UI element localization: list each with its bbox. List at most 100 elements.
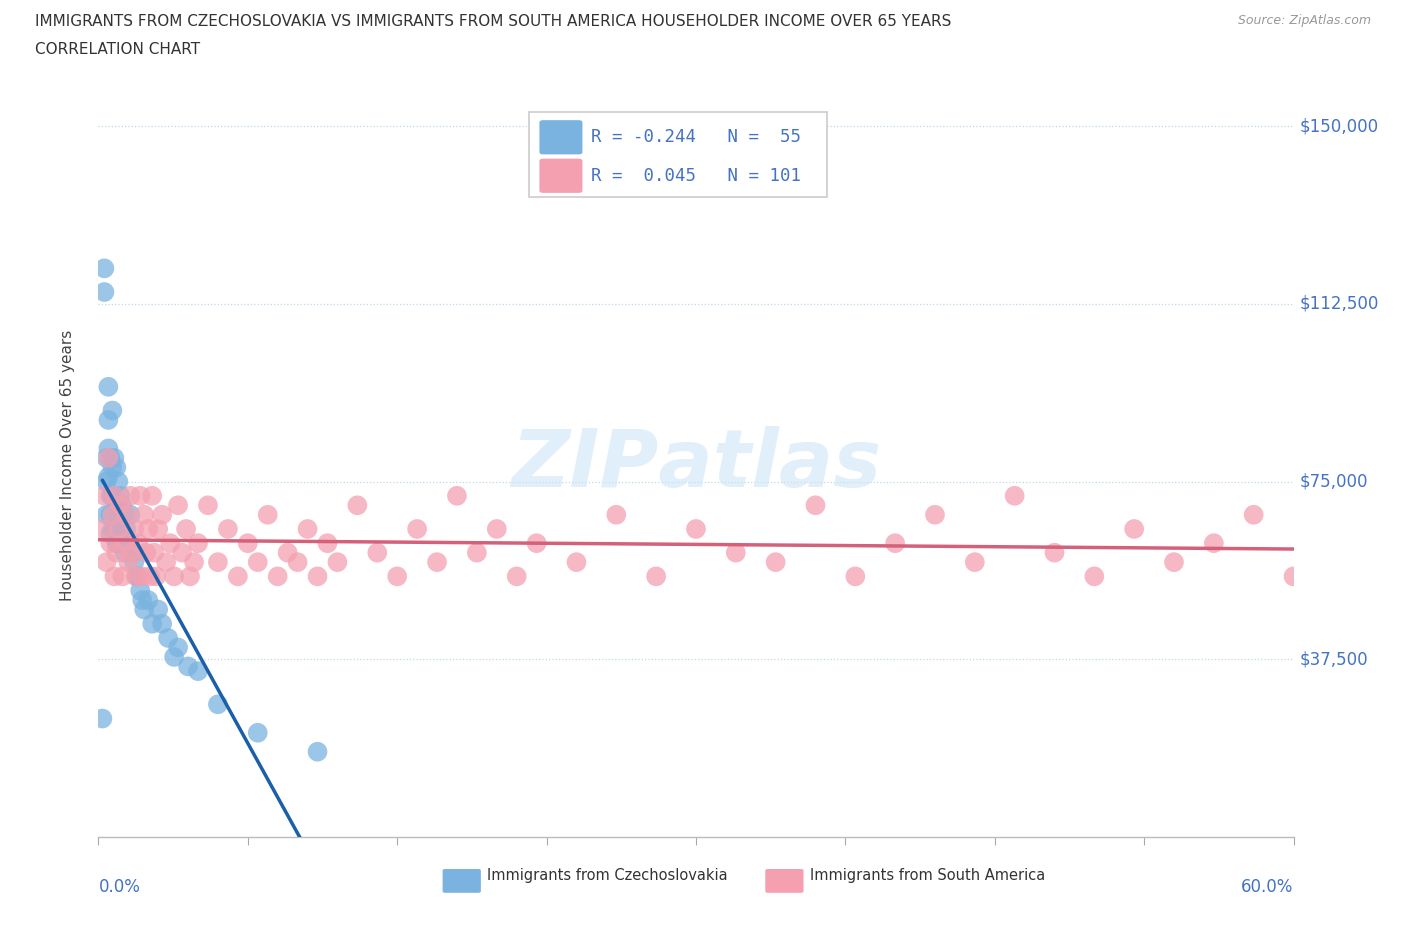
Point — [1004, 488, 1026, 503]
Point — [93, 488, 115, 503]
Point — [101, 460, 124, 475]
Point — [163, 649, 186, 664]
Point — [103, 488, 125, 503]
Point — [167, 498, 190, 512]
Point — [267, 569, 290, 584]
Point — [129, 583, 152, 598]
Point — [246, 554, 269, 569]
Point — [465, 545, 488, 560]
Point — [141, 488, 163, 503]
Point — [506, 569, 529, 584]
Point — [111, 498, 134, 512]
Text: $37,500: $37,500 — [1299, 650, 1368, 669]
Point — [121, 545, 143, 560]
FancyBboxPatch shape — [765, 869, 804, 893]
Point — [112, 545, 135, 560]
Point — [125, 569, 148, 584]
Point — [112, 536, 135, 551]
Point — [277, 545, 299, 560]
Point — [963, 554, 986, 569]
Point — [103, 569, 125, 584]
Point — [446, 488, 468, 503]
Point — [101, 403, 124, 418]
Point — [844, 569, 866, 584]
Point — [121, 545, 143, 560]
Point — [765, 554, 787, 569]
Point — [97, 470, 120, 485]
Point — [101, 522, 124, 537]
Text: Immigrants from Czechoslovakia: Immigrants from Czechoslovakia — [486, 869, 727, 883]
Point — [307, 744, 329, 759]
Point — [485, 522, 508, 537]
Point — [101, 508, 124, 523]
Point — [110, 526, 132, 541]
Point — [174, 522, 197, 537]
Point — [93, 261, 115, 276]
Point — [127, 536, 149, 551]
Point — [187, 664, 209, 679]
Point — [96, 450, 118, 465]
Point — [91, 522, 114, 537]
Point — [93, 285, 115, 299]
Point — [297, 522, 319, 537]
Point — [179, 569, 201, 584]
Point — [287, 554, 309, 569]
Point — [131, 569, 153, 584]
Text: R = -0.244   N =  55: R = -0.244 N = 55 — [591, 128, 801, 146]
Point — [98, 526, 122, 541]
Point — [131, 592, 153, 607]
Point — [177, 659, 200, 674]
Point — [197, 498, 219, 512]
Point — [143, 545, 166, 560]
Point — [1163, 554, 1185, 569]
FancyBboxPatch shape — [540, 120, 582, 154]
Point — [724, 545, 747, 560]
Point — [685, 522, 707, 537]
Point — [645, 569, 668, 584]
Point — [1243, 508, 1265, 523]
Point — [207, 697, 229, 711]
Point — [366, 545, 388, 560]
Point — [136, 522, 159, 537]
Point — [226, 569, 249, 584]
Point — [183, 554, 205, 569]
Point — [1202, 536, 1225, 551]
Point — [236, 536, 259, 551]
Point — [107, 522, 129, 537]
Point — [1123, 522, 1146, 537]
Point — [120, 508, 142, 523]
Point — [385, 569, 409, 584]
Point — [110, 488, 132, 503]
Point — [246, 725, 269, 740]
Point — [172, 545, 194, 560]
Text: 0.0%: 0.0% — [98, 878, 141, 896]
Point — [111, 569, 134, 584]
Point — [157, 631, 180, 645]
Point — [97, 379, 120, 394]
Point — [91, 711, 114, 726]
Point — [105, 536, 128, 551]
Point — [96, 474, 118, 489]
Point — [307, 569, 329, 584]
Text: 60.0%: 60.0% — [1241, 878, 1294, 896]
Text: Source: ZipAtlas.com: Source: ZipAtlas.com — [1237, 14, 1371, 27]
Point — [125, 569, 148, 584]
Point — [98, 450, 122, 465]
Point — [326, 554, 349, 569]
Text: IMMIGRANTS FROM CZECHOSLOVAKIA VS IMMIGRANTS FROM SOUTH AMERICA HOUSEHOLDER INCO: IMMIGRANTS FROM CZECHOSLOVAKIA VS IMMIGR… — [35, 14, 952, 29]
Point — [107, 498, 129, 512]
Point — [155, 554, 177, 569]
Point — [217, 522, 239, 537]
Point — [346, 498, 368, 512]
Point — [145, 569, 167, 584]
Point — [97, 413, 120, 428]
Point — [103, 450, 125, 465]
Text: $150,000: $150,000 — [1299, 117, 1379, 135]
Point — [98, 536, 122, 551]
Point — [316, 536, 339, 551]
Point — [98, 508, 122, 523]
Point — [117, 536, 139, 551]
Point — [884, 536, 907, 551]
Point — [167, 640, 190, 655]
Point — [526, 536, 548, 551]
